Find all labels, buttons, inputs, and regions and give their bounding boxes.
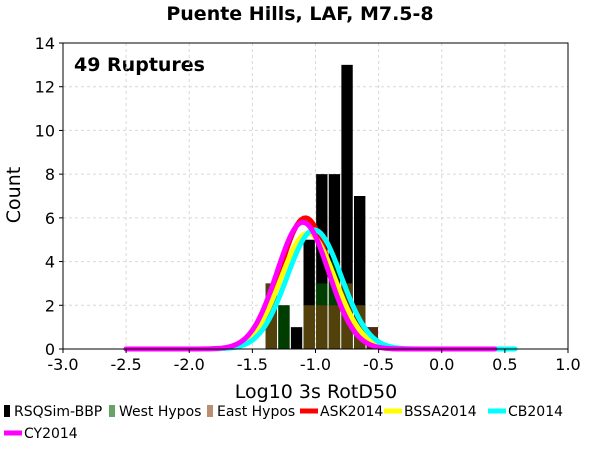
histogram-bar-east-hypos — [303, 305, 315, 349]
x-tick-label: -0.5 — [363, 355, 394, 374]
legend-item-west-hypos: West Hypos — [109, 404, 201, 420]
legend-label: RSQSim-BBP — [14, 404, 102, 420]
y-tick-label: 12 — [35, 78, 55, 97]
y-axis-label: Count — [3, 167, 25, 223]
legend-item-bssa2014: BSSA2014 — [384, 404, 477, 420]
histogram-bar-rsqsim-bbp — [303, 239, 315, 349]
y-tick-label: 4 — [45, 253, 55, 272]
legend: RSQSim-BBP West Hypos East Hypos ASK2014 BSS… — [4, 404, 563, 442]
legend-label: East Hypos — [217, 404, 295, 420]
y-tick-label: 2 — [45, 296, 55, 315]
y-tick-label: 0 — [45, 340, 55, 359]
x-axis-label: Log10 3s RotD50 — [235, 381, 397, 403]
legend-item-rsqsim-bbp: RSQSim-BBP — [4, 404, 102, 420]
histogram-bar-rsqsim-bbp — [354, 196, 366, 349]
histogram-bar-west-hypos — [278, 305, 290, 349]
x-tick-label: -3.0 — [47, 355, 78, 374]
x-tick-label: -1.0 — [300, 355, 331, 374]
rupture-count-annotation: 49 Ruptures — [74, 54, 205, 76]
legend-label: CY2014 — [24, 426, 78, 442]
y-tick-label: 6 — [45, 209, 55, 228]
x-tick-label: -2.5 — [111, 355, 142, 374]
chart-title: Puente Hills, LAF, M7.5-8 — [166, 3, 433, 25]
legend-item-cb2014: CB2014 — [488, 404, 563, 420]
histogram-bar-rsqsim-bbp — [290, 327, 303, 349]
legend-swatch — [207, 405, 213, 417]
grid — [62, 42, 569, 350]
x-tick-label: 1.0 — [555, 355, 580, 374]
x-tick-label: -2.0 — [174, 355, 205, 374]
y-tick-label: 10 — [35, 121, 55, 140]
legend-item-cy2014: CY2014 — [4, 426, 78, 442]
legend-item-east-hypos: East Hypos — [207, 404, 295, 420]
legend-item-ask2014: ASK2014 — [300, 404, 383, 420]
axis-ticks: -3.0 -2.5 -2.0 -1.5 -1.0 -0.5 0.0 0.5 1.0 0 2 4 6 8 10… — [35, 34, 581, 374]
y-tick-label: 8 — [45, 165, 55, 184]
histogram-bar-east-hypos — [328, 305, 341, 349]
x-tick-label: -1.5 — [237, 355, 268, 374]
legend-swatch — [4, 405, 10, 417]
x-tick-label: 0.0 — [429, 355, 454, 374]
x-tick-label: 0.5 — [492, 355, 517, 374]
histogram-bar-rsqsim-bbp — [316, 174, 328, 349]
legend-swatch — [109, 405, 115, 417]
legend-label: CB2014 — [508, 404, 563, 420]
legend-label: West Hypos — [119, 404, 201, 420]
legend-label: ASK2014 — [320, 404, 383, 420]
histogram-bars — [265, 64, 378, 349]
histogram-bar-east-hypos — [316, 305, 328, 349]
legend-label: BSSA2014 — [404, 404, 477, 420]
histogram-bar-rsqsim-bbp — [341, 64, 353, 349]
y-tick-label: 14 — [35, 34, 55, 53]
